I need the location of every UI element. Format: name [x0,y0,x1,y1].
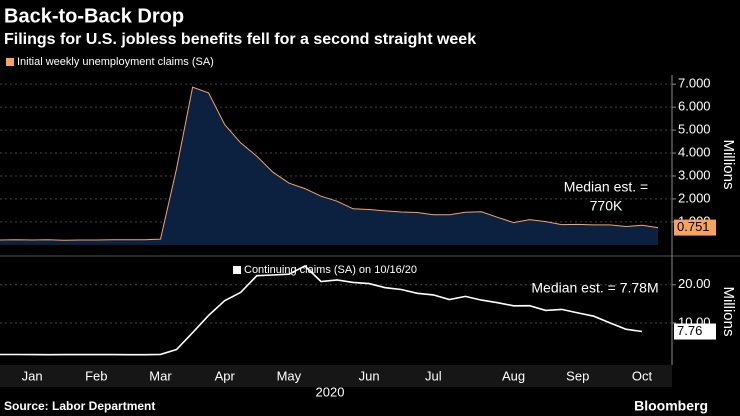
x-tick-label: May [277,368,302,383]
annotation: Median est. = [564,179,648,195]
area [0,87,658,245]
y-axis-label: Millions [720,139,737,189]
y-tick-label: 3.000 [678,167,711,182]
x-tick-label: Sep [566,368,589,383]
value-label-box [674,323,716,340]
x-tick-label: Apr [215,368,236,383]
chart-title: Back-to-Back Drop [4,5,184,27]
annotation: Median est. = 7.78M [531,280,658,296]
chart-subtitle: Filings for U.S. jobless benefits fell f… [4,31,476,48]
legend-label: Initial weekly unemployment claims (SA) [17,56,214,68]
line [0,265,643,356]
x-tick-label: Oct [632,368,653,383]
x-tick-label: Jul [425,368,442,383]
y-tick-label: 4.000 [678,144,711,159]
y-tick-label: 5.000 [678,122,711,137]
x-tick-label: Aug [502,368,525,383]
x-tick-label: Feb [85,368,107,383]
y-tick-label: 20.00 [678,276,711,291]
x-tick-label: Jan [22,368,43,383]
value-label: 0.751 [677,219,710,234]
x-tick-label: Jun [359,368,380,383]
y-tick-label: 2.000 [678,190,711,205]
legend-label: Continuing claims (SA) on 10/16/20 [244,264,417,276]
legend-swatch [233,266,241,274]
source: Source: Labor Department [4,399,155,413]
x-tick-label: Mar [149,368,172,383]
y-axis-label: Millions [720,286,737,336]
x-axis-band [0,365,672,387]
annotation: 770K [590,198,623,214]
y-tick-label: 6.000 [678,99,711,114]
y-tick-label: 7.000 [678,76,711,91]
brand: Bloomberg [634,398,708,414]
value-label-box [674,219,716,236]
x-axis-label: 2020 [316,384,345,399]
value-label: 7.76 [677,323,702,338]
line [0,86,659,241]
legend-swatch [6,58,14,66]
